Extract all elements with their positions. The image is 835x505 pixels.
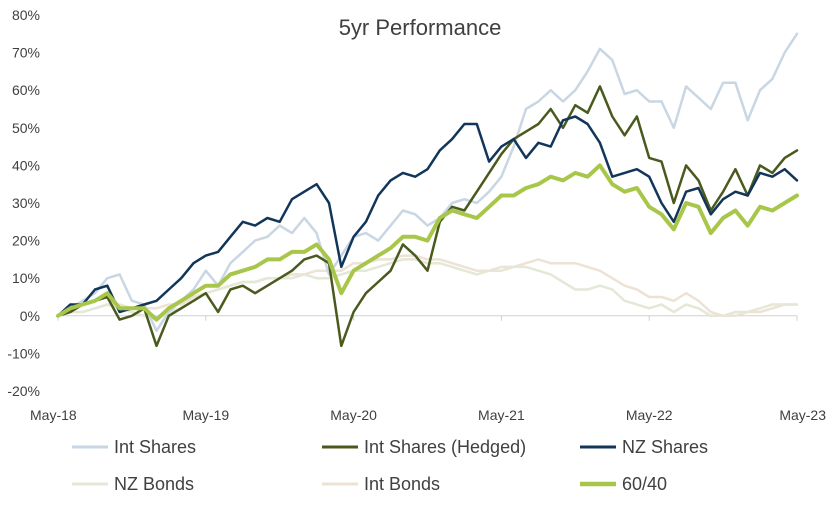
x-tick-label: May-21 xyxy=(478,407,525,423)
y-tick-label: 70% xyxy=(12,45,40,61)
y-tick-label: -20% xyxy=(7,383,40,399)
chart-title: 5yr Performance xyxy=(339,15,502,40)
legend-item: Int Shares xyxy=(72,437,196,457)
legend-label: Int Shares xyxy=(114,437,196,457)
x-tick-label: May-20 xyxy=(330,407,377,423)
x-tick-label: May-19 xyxy=(182,407,229,423)
y-tick-label: 10% xyxy=(12,270,40,286)
legend-item: Int Shares (Hedged) xyxy=(322,437,526,457)
x-axis: May-18 May-19 May-20 May-21 May-22 May-23 xyxy=(30,315,826,423)
y-tick-label: 40% xyxy=(12,157,40,173)
series-line-int-shares-hedged xyxy=(56,85,799,348)
x-tick-label: May-18 xyxy=(30,407,77,423)
legend-item: 60/40 xyxy=(580,474,667,494)
x-tick-label: May-23 xyxy=(779,407,826,423)
y-tick-label: 30% xyxy=(12,195,40,211)
series-line-int-shares xyxy=(56,32,799,333)
y-tick-label: 80% xyxy=(12,7,40,23)
legend: Int Shares Int Shares (Hedged) NZ Shares NZ… xyxy=(72,437,708,494)
series-line-int-bonds xyxy=(56,254,799,318)
y-tick-label: 0% xyxy=(20,308,40,324)
legend-label: Int Bonds xyxy=(364,474,440,494)
series-line-60-40 xyxy=(56,163,799,322)
series-line-nz-shares xyxy=(56,115,799,318)
legend-item: Int Bonds xyxy=(322,474,440,494)
y-tick-label: 20% xyxy=(12,233,40,249)
legend-item: NZ Bonds xyxy=(72,474,194,494)
y-tick-label: 60% xyxy=(12,82,40,98)
x-tick-label: May-22 xyxy=(626,407,673,423)
y-tick-label: -10% xyxy=(7,345,40,361)
legend-item: NZ Shares xyxy=(580,437,708,457)
legend-label: Int Shares (Hedged) xyxy=(364,437,526,457)
y-axis: 80% 70% 60% 50% 40% 30% 20% 10% 0% -10% -20% xyxy=(7,7,40,399)
y-tick-label: 50% xyxy=(12,120,40,136)
legend-label: 60/40 xyxy=(622,474,667,494)
legend-label: NZ Shares xyxy=(622,437,708,457)
legend-label: NZ Bonds xyxy=(114,474,194,494)
series-lines xyxy=(56,32,799,348)
